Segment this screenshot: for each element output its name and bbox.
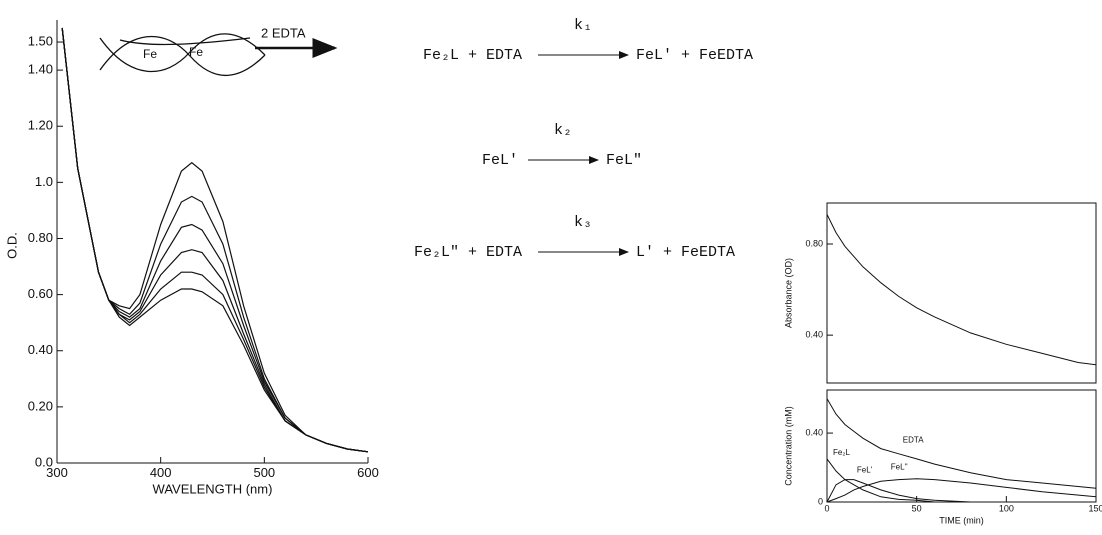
y-tick-label: 1.20 bbox=[28, 118, 53, 133]
y-tick-label: 0.0 bbox=[35, 454, 53, 469]
annotation: Fe bbox=[143, 47, 157, 61]
y-tick-label: 0.80 bbox=[805, 238, 823, 248]
y-tick-label: 0.80 bbox=[28, 230, 53, 245]
reactants: Fe₂L" + EDTA bbox=[414, 244, 522, 261]
x-axis-label: TIME (min) bbox=[939, 515, 984, 525]
y-tick-label: 0.40 bbox=[805, 330, 823, 340]
y-tick-label: 1.40 bbox=[28, 62, 53, 77]
x-tick-label: 300 bbox=[46, 465, 68, 480]
products: L' + FeEDTA bbox=[636, 244, 735, 261]
rate-constant: k₁ bbox=[574, 17, 592, 34]
series-line bbox=[826, 479, 1096, 503]
reactants: Fe₂L + EDTA bbox=[423, 47, 522, 64]
x-tick-label: 500 bbox=[253, 465, 275, 480]
rate-constant: k₂ bbox=[554, 122, 572, 139]
series-line bbox=[826, 214, 1097, 366]
y-axis-label: O.D. bbox=[4, 232, 19, 259]
y-tick-label: 0.40 bbox=[28, 342, 53, 357]
reactants: FeL' bbox=[482, 152, 518, 169]
y-axis-label: Absorbance (OD) bbox=[783, 258, 793, 328]
series-line bbox=[61, 27, 368, 453]
y-tick-label: 1.0 bbox=[35, 174, 53, 189]
x-tick-label: 0 bbox=[824, 504, 829, 514]
series-line bbox=[61, 27, 368, 453]
series-label: FeL'' bbox=[891, 462, 908, 471]
y-tick-label: 1.50 bbox=[28, 33, 53, 48]
x-axis-label: WAVELENGTH (nm) bbox=[153, 481, 273, 496]
products: FeL' + FeEDTA bbox=[636, 47, 753, 64]
annotation: Fe bbox=[189, 45, 203, 59]
series-line bbox=[61, 27, 368, 453]
series-line bbox=[61, 27, 368, 453]
y-axis-label: Concentration (mM) bbox=[783, 406, 793, 486]
series-line bbox=[61, 27, 368, 453]
x-tick-label: 400 bbox=[150, 465, 172, 480]
y-tick-label: 0.20 bbox=[28, 398, 53, 413]
inset-drawing bbox=[99, 33, 338, 77]
products: FeL" bbox=[606, 152, 642, 169]
y-tick-label: 0.60 bbox=[28, 286, 53, 301]
series-line bbox=[826, 478, 1097, 503]
series-line bbox=[61, 27, 368, 453]
series-label: EDTA bbox=[903, 436, 924, 445]
rate-constant: k₃ bbox=[574, 214, 592, 231]
annotation: 2 EDTA bbox=[261, 25, 306, 40]
series-label: FeL' bbox=[857, 466, 873, 475]
x-tick-label: 150 bbox=[1088, 504, 1102, 514]
y-tick-label: 0.40 bbox=[805, 427, 823, 437]
series-label: Fe₂L bbox=[833, 448, 850, 457]
y-tick-label: 0 bbox=[818, 496, 823, 506]
series-line bbox=[826, 398, 1097, 489]
x-tick-label: 600 bbox=[357, 465, 379, 480]
x-tick-label: 50 bbox=[912, 504, 922, 514]
x-tick-label: 100 bbox=[999, 504, 1014, 514]
plot-frame bbox=[826, 202, 1097, 384]
